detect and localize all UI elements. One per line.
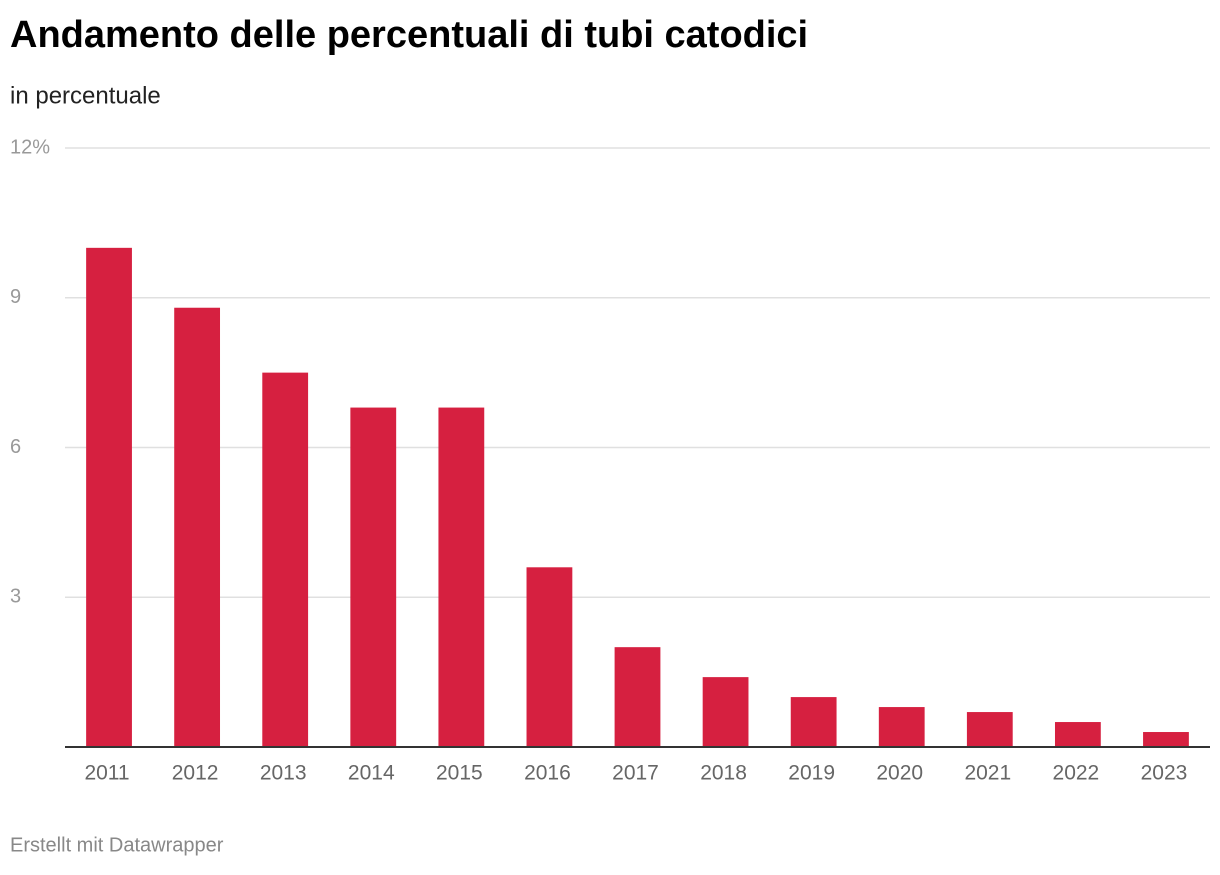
x-tick-label: 2019 (788, 762, 835, 785)
bar (350, 407, 397, 747)
x-tick-label: 2018 (700, 762, 747, 785)
bar (438, 407, 485, 747)
bar (702, 677, 749, 747)
x-tick-label: 2017 (612, 762, 659, 785)
bar (174, 307, 221, 747)
bar (86, 247, 132, 748)
x-tick-label: 2014 (348, 762, 395, 785)
chart-subtitle: in percentuale (10, 82, 161, 109)
source-note: Erstellt mit Datawrapper (10, 834, 224, 856)
bar (878, 707, 925, 747)
y-tick-label: 6 (10, 436, 21, 458)
x-tick-label: 2015 (436, 762, 483, 785)
x-tick-label: 2022 (1053, 762, 1100, 785)
chart-title: Andamento delle percentuali di tubi cato… (10, 14, 808, 56)
bar (1054, 722, 1101, 747)
x-tick-label: 2013 (260, 762, 307, 785)
bar (1143, 732, 1189, 747)
y-tick-label: 12% (10, 136, 50, 158)
y-tick-label: 3 (10, 586, 21, 608)
y-tick-label: 9 (10, 286, 21, 308)
bar (790, 697, 837, 747)
bar (614, 647, 661, 747)
x-tick-label: 2023 (1141, 762, 1188, 785)
x-tick-label: 2020 (876, 762, 923, 785)
bar (262, 372, 309, 747)
x-tick-label: 2021 (964, 762, 1011, 785)
x-tick-label: 2012 (172, 762, 219, 785)
bar (526, 567, 573, 747)
bar (966, 712, 1013, 747)
x-tick-label: 2011 (84, 762, 129, 785)
x-tick-label: 2016 (524, 762, 571, 785)
